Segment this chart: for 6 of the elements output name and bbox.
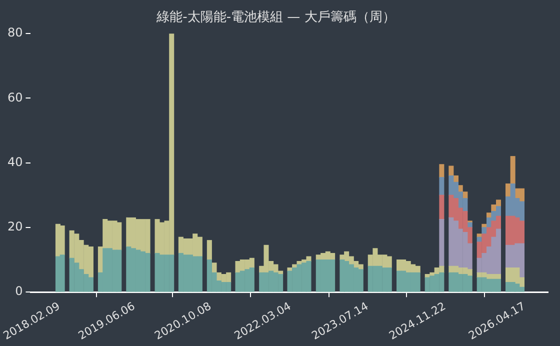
y-tick-label: 0 — [15, 284, 23, 298]
y-tick-label: 60 — [7, 90, 23, 104]
chart-title: 綠能-太陽能-電池模組 — 大戶籌碼（周） — [156, 10, 396, 26]
y-tick-label: 80 — [7, 26, 23, 40]
y-tick-label: 20 — [7, 220, 23, 234]
y-tick-label: 40 — [7, 154, 23, 169]
